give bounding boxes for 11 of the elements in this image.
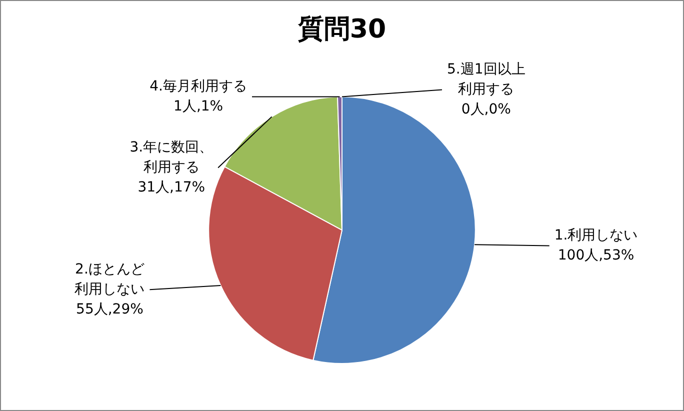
text: 0人,0% [461,101,511,118]
slice-label: 4.毎月利用する [150,78,247,94]
data-label: 1人,1% [174,98,224,114]
data-label: 55人,29% [76,301,144,318]
category-label: 5.週1回以上利用する [447,61,526,98]
chart-title: 質問30 [296,14,386,44]
data-label: 100人,53% [558,247,634,264]
slice-label: 1.利用しない [554,227,638,244]
data-label: 31人,17% [138,179,206,196]
slice-label: 2.ほとんど利用しない [74,261,145,298]
slice-label: 3.年に数回、利用する [130,139,214,176]
